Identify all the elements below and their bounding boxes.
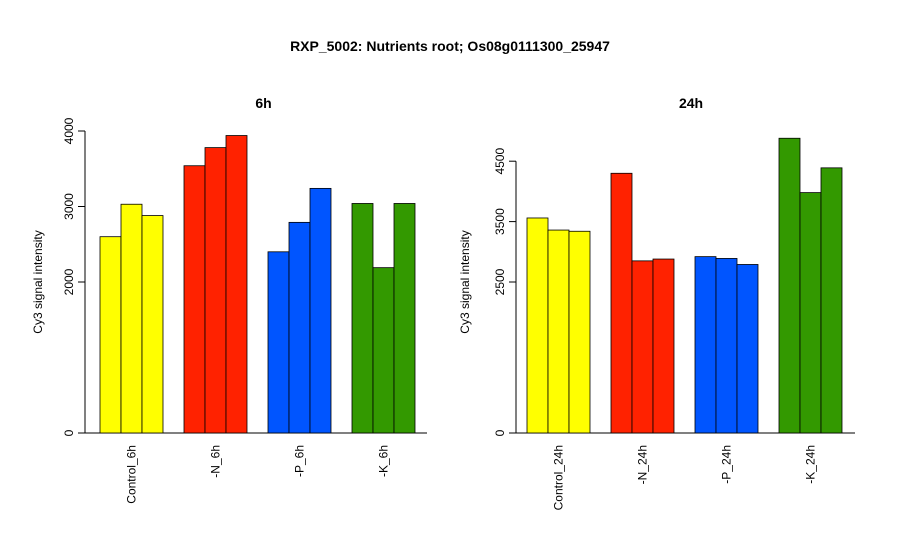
bar bbox=[715, 258, 738, 434]
bar bbox=[736, 264, 759, 434]
bar bbox=[288, 221, 311, 434]
y-tick-label: 2500 bbox=[493, 268, 507, 295]
bar bbox=[267, 251, 290, 434]
bar bbox=[183, 165, 206, 434]
x-tick-label: -N_24h bbox=[636, 445, 650, 484]
bar bbox=[778, 137, 801, 434]
y-axis-label: Cy3 signal intensity bbox=[458, 230, 472, 333]
bar bbox=[526, 217, 549, 434]
bar bbox=[225, 135, 248, 434]
y-tick-label: 4000 bbox=[62, 117, 76, 144]
y-tick-label: 0 bbox=[62, 429, 76, 436]
x-tick-label: Control_6h bbox=[125, 445, 139, 504]
bar bbox=[120, 203, 143, 434]
bar bbox=[694, 256, 717, 434]
bar bbox=[351, 203, 374, 434]
y-tick-label: 0 bbox=[493, 429, 507, 436]
x-tick-label: -K_24h bbox=[804, 445, 818, 484]
x-tick-label: Control_24h bbox=[552, 445, 566, 510]
bar bbox=[309, 187, 332, 434]
x-tick-label: -N_6h bbox=[209, 445, 223, 478]
x-tick-label: -P_24h bbox=[720, 445, 734, 484]
figure-title: RXP_5002: Nutrients root; Os08g0111300_2… bbox=[290, 38, 610, 54]
bar bbox=[99, 236, 122, 434]
bar bbox=[372, 267, 395, 434]
x-tick-label: -K_6h bbox=[377, 445, 391, 477]
bar bbox=[799, 192, 822, 434]
bar bbox=[547, 229, 570, 434]
y-tick-label: 3000 bbox=[62, 193, 76, 220]
panel-title: 6h bbox=[255, 95, 271, 111]
bar bbox=[141, 215, 164, 434]
x-tick-label: -P_6h bbox=[293, 445, 307, 477]
bar bbox=[652, 258, 675, 434]
bar bbox=[568, 230, 591, 434]
y-tick-label: 2000 bbox=[62, 268, 76, 295]
panel-title: 24h bbox=[679, 95, 703, 111]
bar bbox=[393, 203, 416, 434]
bar bbox=[610, 172, 633, 434]
bar bbox=[204, 147, 227, 434]
bar bbox=[631, 260, 654, 434]
y-tick-label: 4500 bbox=[493, 148, 507, 175]
bar bbox=[820, 167, 843, 434]
y-axis-label: Cy3 signal intensity bbox=[31, 230, 45, 333]
y-tick-label: 3500 bbox=[493, 208, 507, 235]
